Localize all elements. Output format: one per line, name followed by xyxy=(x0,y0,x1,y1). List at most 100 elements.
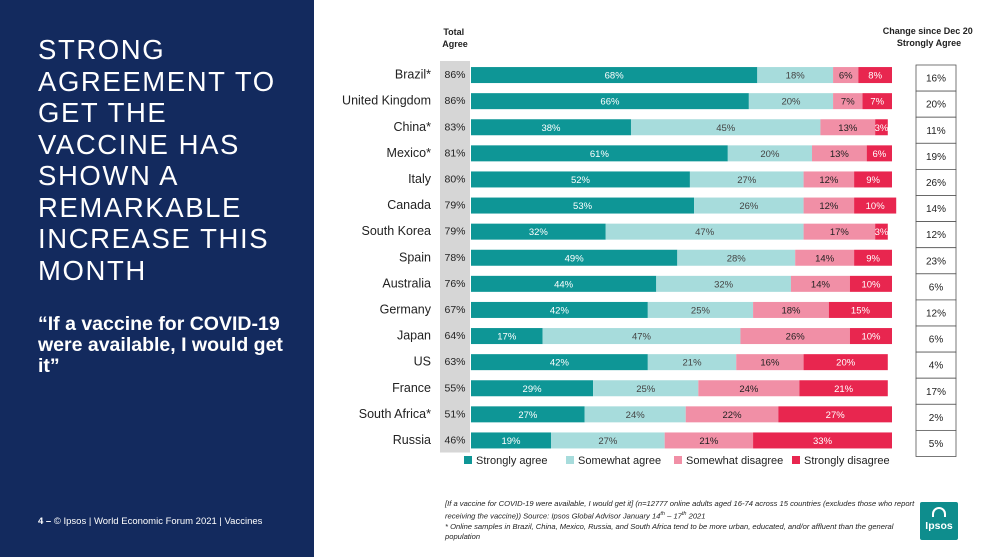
data-label: 26% xyxy=(786,332,806,343)
bar-segment xyxy=(795,249,855,266)
total-agree-column xyxy=(440,61,470,453)
bar-segment xyxy=(790,275,850,292)
bar-segment xyxy=(593,380,699,397)
change-cell xyxy=(915,116,957,144)
note-line3: * Online samples in Brazil, China, Mexic… xyxy=(445,521,894,542)
bar-segment xyxy=(471,301,648,318)
bar-segment xyxy=(803,171,855,188)
total-header-line2: Agree xyxy=(442,39,468,49)
country-label: Brazil* xyxy=(395,68,431,82)
bar-segment xyxy=(656,275,791,292)
country-label: South Korea xyxy=(362,224,432,238)
legend-label: Strongly agree xyxy=(476,455,548,467)
data-label: 8% xyxy=(868,71,882,82)
bar-segment xyxy=(799,380,888,397)
country-label: US xyxy=(414,355,431,369)
country-label: Russia xyxy=(393,433,431,447)
note-sup2: th xyxy=(681,511,687,518)
country-label: Germany xyxy=(380,302,432,316)
change-cell xyxy=(915,325,957,353)
data-label: 53% xyxy=(573,201,593,212)
data-label: 12% xyxy=(819,175,839,186)
country-label: Canada xyxy=(387,198,431,212)
country-label: Australia xyxy=(382,276,431,290)
data-label: 25% xyxy=(691,305,711,316)
total-agree-value: 79% xyxy=(444,226,465,238)
change-value: 12% xyxy=(926,308,946,319)
change-header-line2: Strongly Agree xyxy=(897,38,961,48)
data-label: 47% xyxy=(695,227,715,238)
data-label: 38% xyxy=(541,123,561,134)
bar-segment xyxy=(630,119,821,136)
bar-segment xyxy=(858,67,892,84)
total-agree-value: 46% xyxy=(444,434,465,446)
country-label: France xyxy=(392,381,431,395)
legend-swatch xyxy=(792,456,800,464)
footer-text: © Ipsos | World Economic Forum 2021 | Va… xyxy=(53,516,263,527)
total-agree-header: Total Agree xyxy=(442,27,468,49)
bar-segment xyxy=(833,67,859,84)
bar-segment xyxy=(812,145,867,162)
data-label: 3% xyxy=(875,227,889,238)
left-panel: STRONG AGREEMENT TO GET THE VACCINE HAS … xyxy=(0,0,314,557)
logo-arc-icon xyxy=(932,507,946,517)
data-label: 3% xyxy=(875,123,889,134)
page-number: 4 – xyxy=(38,516,52,527)
change-value: 26% xyxy=(926,178,946,189)
data-label: 26% xyxy=(739,201,759,212)
data-label: 7% xyxy=(841,97,855,108)
change-cell xyxy=(915,403,957,431)
country-label: South Africa* xyxy=(359,407,431,421)
data-label: 12% xyxy=(819,201,839,212)
legend-swatch xyxy=(566,456,574,464)
data-label: 44% xyxy=(554,279,574,290)
stacked-bar-chart: Total Agree Change since Dec 20 Strongly… xyxy=(342,26,973,467)
bar-segment xyxy=(753,432,892,449)
change-cell xyxy=(915,168,957,196)
total-agree-value: 86% xyxy=(444,95,465,107)
legend-label: Strongly disagree xyxy=(804,455,890,467)
change-value: 6% xyxy=(929,335,944,346)
bar-segment xyxy=(803,354,888,371)
change-value: 19% xyxy=(926,152,946,163)
data-label: 28% xyxy=(727,253,747,264)
change-cell xyxy=(915,247,957,275)
data-label: 7% xyxy=(870,97,884,108)
bar-segment xyxy=(605,223,804,240)
change-value: 12% xyxy=(926,230,946,241)
data-label: 27% xyxy=(598,436,618,447)
data-label: 20% xyxy=(781,97,801,108)
change-cell xyxy=(915,273,957,301)
bar-segment xyxy=(647,354,737,371)
bar-segment xyxy=(584,406,686,423)
data-label: 29% xyxy=(523,384,543,395)
change-value: 4% xyxy=(929,361,944,372)
ipsos-logo: Ipsos xyxy=(920,502,958,540)
bar-segment xyxy=(833,93,863,110)
country-label: Japan xyxy=(397,329,431,343)
bar-segment xyxy=(778,406,892,423)
legend-label: Somewhat disagree xyxy=(686,455,783,467)
bar-segment xyxy=(471,354,648,371)
data-label: 6% xyxy=(839,71,853,82)
chart-legend: Strongly agree Somewhat agree Somewhat dis… xyxy=(464,455,890,467)
data-label: 16% xyxy=(760,358,780,369)
bar-segment xyxy=(803,197,855,214)
data-label: 9% xyxy=(866,253,880,264)
bar-segment xyxy=(757,67,834,84)
note-line2: 2021 xyxy=(686,511,706,521)
data-label: 18% xyxy=(786,71,806,82)
data-label: 10% xyxy=(861,279,881,290)
total-agree-value: 86% xyxy=(444,69,465,81)
data-label: 42% xyxy=(550,358,570,369)
bar-segment xyxy=(849,328,892,345)
data-label: 21% xyxy=(683,358,703,369)
bar-segment xyxy=(550,432,665,449)
note-sup1: th xyxy=(660,511,665,518)
total-agree-value: 78% xyxy=(444,252,465,264)
note-mid: – 17 xyxy=(665,511,682,521)
change-value: 6% xyxy=(929,282,944,293)
bar-segment xyxy=(471,328,543,345)
total-agree-value: 64% xyxy=(444,330,465,342)
bar-segment xyxy=(803,223,876,240)
